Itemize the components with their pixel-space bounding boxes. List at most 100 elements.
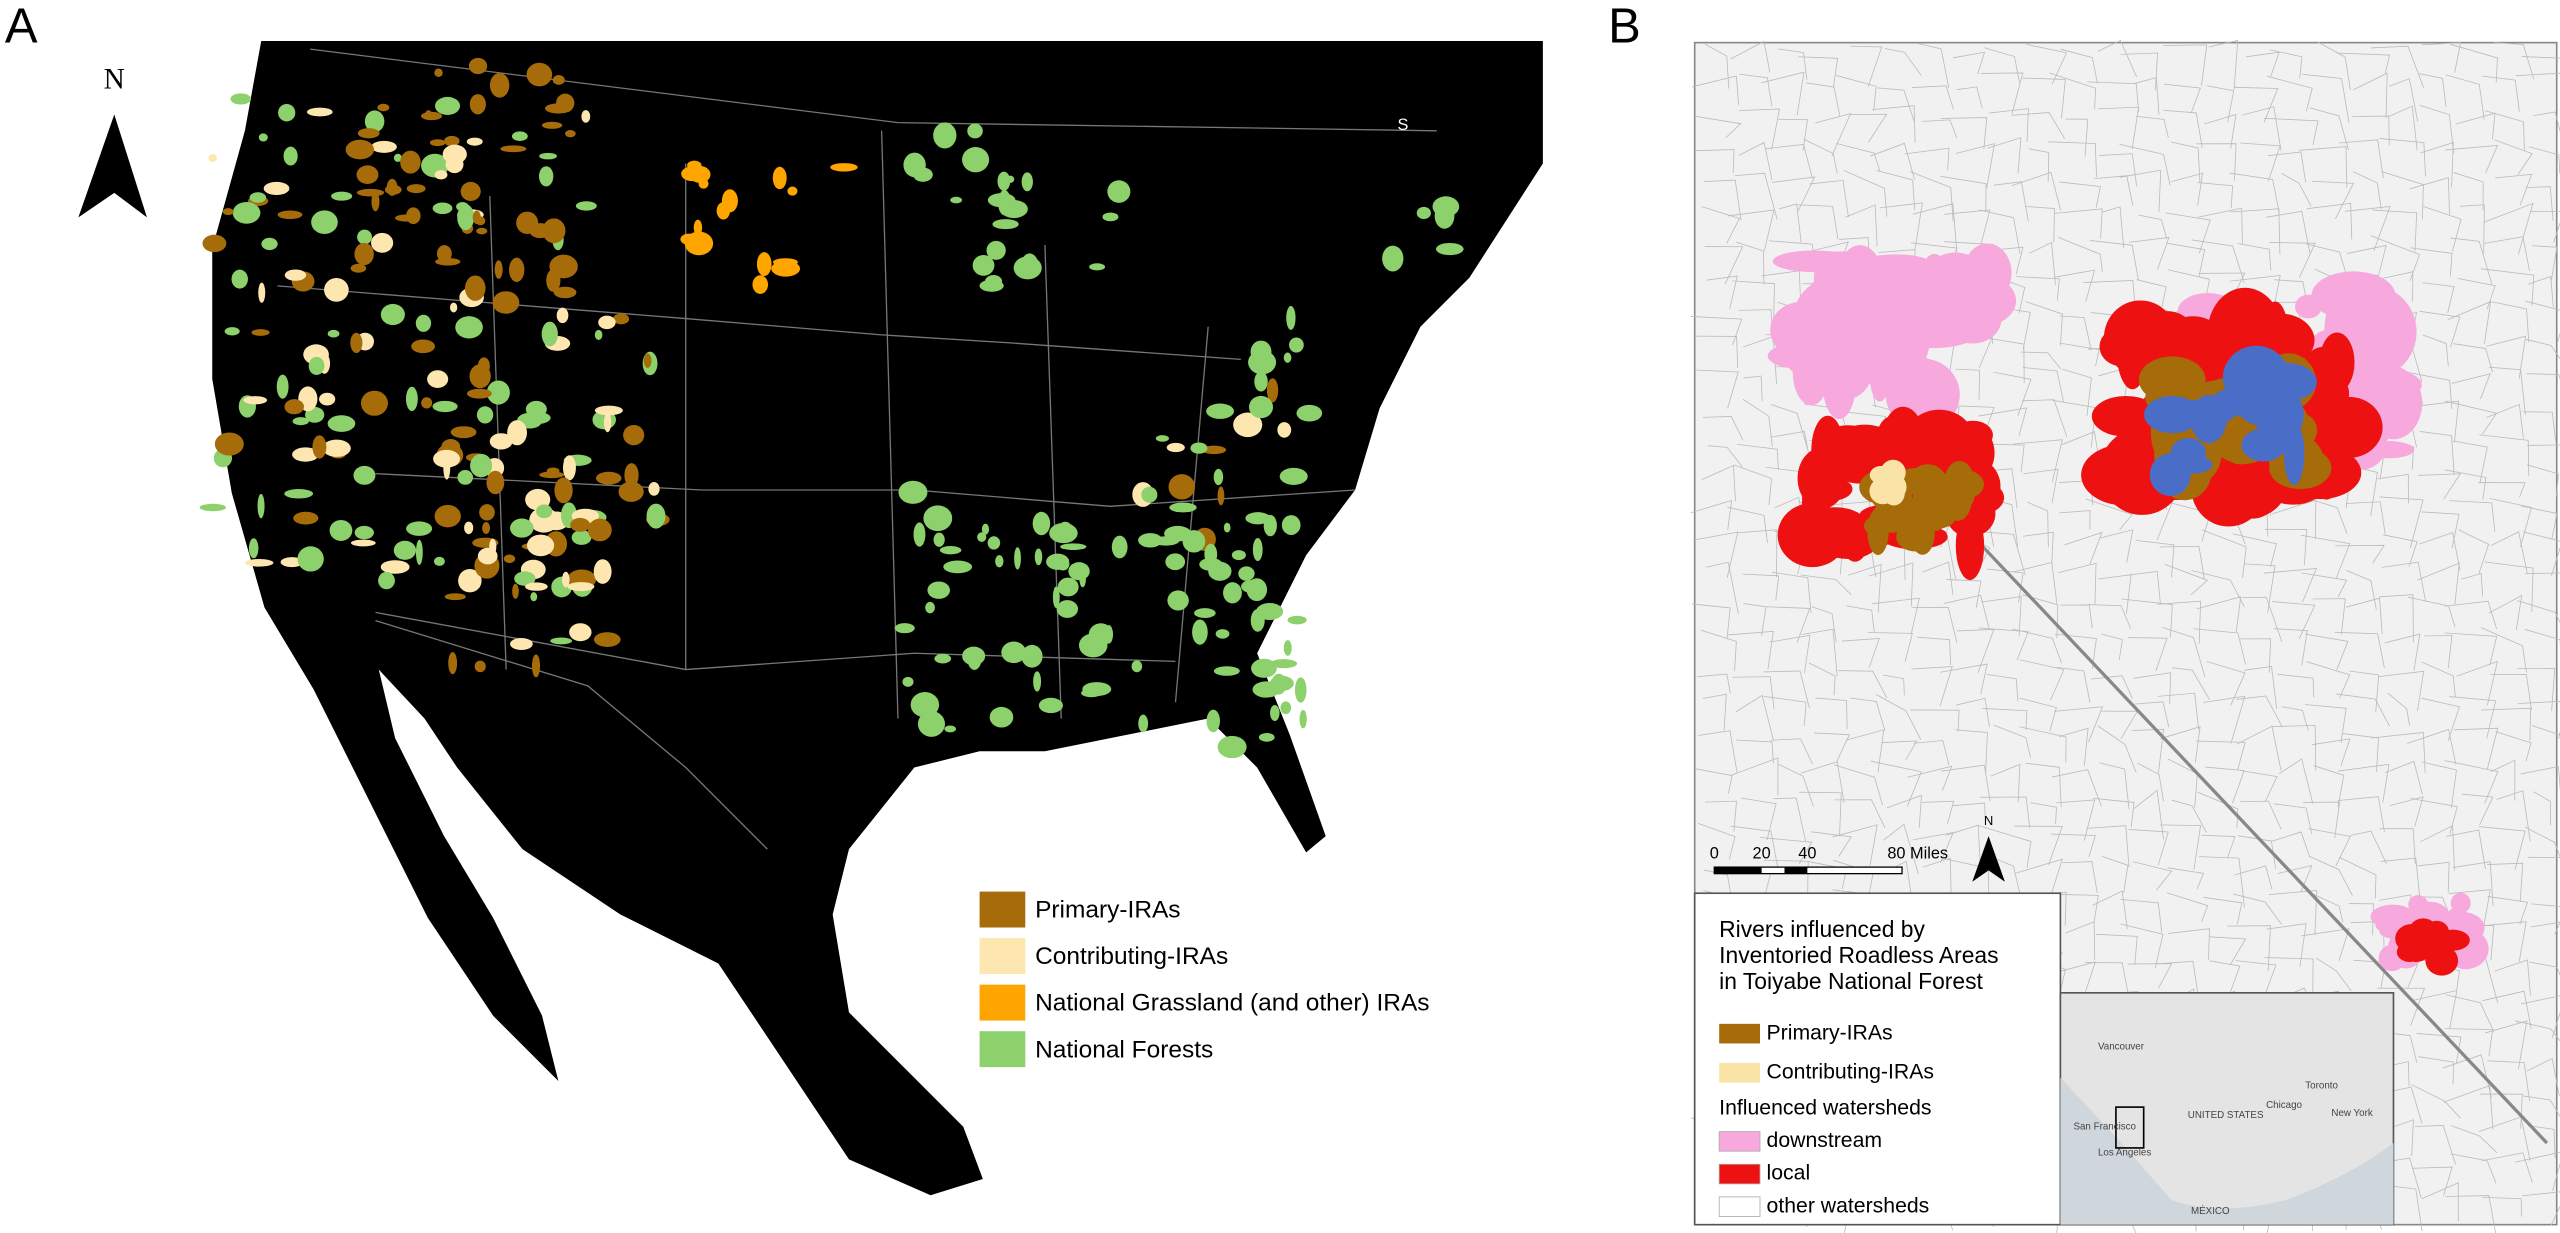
patch	[569, 623, 592, 642]
patch	[1432, 196, 1460, 217]
watershed-outline	[2135, 539, 2175, 578]
patch	[322, 439, 351, 457]
watershed-outline	[1813, 732, 1851, 762]
watershed-outline	[2055, 799, 2096, 841]
watershed-outline	[2022, 367, 2065, 403]
patch	[1269, 675, 1294, 691]
watershed-outline	[1833, 764, 1883, 806]
watershed-outline	[1727, 209, 1775, 251]
patch	[297, 546, 324, 572]
patch	[681, 166, 704, 182]
watershed-outline	[2312, 180, 2355, 220]
patch	[448, 652, 458, 675]
watershed-outline	[2444, 1028, 2494, 1057]
patch	[830, 163, 858, 172]
patch	[432, 400, 458, 413]
watershed-outline	[1955, 729, 1988, 774]
patch	[284, 269, 307, 281]
watershed-outline	[2209, 960, 2241, 998]
watershed-outline	[2201, 529, 2247, 578]
watershed-outline	[1773, 797, 1806, 842]
watershed-outline	[2308, 828, 2351, 867]
watershed-outline	[2490, 674, 2532, 711]
patch	[2252, 362, 2317, 402]
watershed-outline	[2025, 301, 2063, 346]
watershed-outline	[2490, 531, 2528, 573]
watershed-outline	[2452, 440, 2488, 484]
watershed-outline	[1952, 51, 1986, 75]
watershed-outline	[2281, 173, 2312, 207]
watershed-outline	[2237, 243, 2272, 271]
watershed-outline	[2444, 469, 2487, 500]
watershed-outline	[1705, 800, 1737, 832]
watershed-outline	[2485, 1020, 2528, 1070]
patch	[1102, 212, 1119, 222]
patch	[1057, 577, 1079, 597]
watershed-outline	[2531, 725, 2560, 736]
patch	[612, 313, 630, 325]
watershed-outline	[2453, 172, 2484, 211]
watershed-outline	[1696, 149, 1735, 174]
watershed-outline	[1805, 82, 1841, 117]
watershed-outline	[1982, 708, 2028, 730]
watershed-outline	[1876, 170, 1916, 211]
legend-swatch	[979, 1031, 1026, 1068]
watershed-outline	[1704, 179, 1742, 221]
watershed-outline	[2308, 855, 2353, 896]
watershed-outline	[1797, 204, 1839, 240]
watershed-outline	[1946, 579, 1982, 608]
patch	[1416, 206, 1431, 220]
watershed-outline	[2442, 1054, 2492, 1098]
patch	[251, 329, 270, 336]
patch	[998, 189, 1011, 216]
patch	[1296, 404, 1323, 422]
patch	[434, 68, 443, 78]
watershed-outline	[1832, 824, 1878, 866]
watershed-outline	[2235, 960, 2277, 999]
watershed-outline	[2196, 596, 2242, 633]
watershed-outline	[2171, 141, 2201, 183]
watershed-outline	[2453, 343, 2493, 373]
patch	[489, 72, 510, 98]
watershed-outline	[2528, 275, 2554, 308]
watershed-outline	[2160, 726, 2201, 763]
patch	[1215, 629, 1230, 639]
watershed-outline	[2301, 572, 2348, 598]
watershed-outline	[2059, 181, 2101, 208]
panel-label: B	[1608, 0, 1641, 53]
patch	[476, 227, 488, 235]
patch	[1287, 615, 1307, 625]
patch	[556, 307, 569, 324]
watershed-outline	[2485, 110, 2525, 151]
patch	[507, 420, 528, 446]
watershed-outline	[2265, 210, 2311, 254]
watershed-outline	[2054, 208, 2103, 239]
patch	[406, 521, 433, 536]
watershed-outline	[2349, 670, 2380, 712]
patch	[331, 191, 353, 201]
patch	[552, 75, 565, 85]
watershed-outline	[2514, 1151, 2560, 1191]
watershed-outline	[1872, 105, 1916, 143]
watershed-outline	[1836, 143, 1881, 172]
watershed-outline	[1738, 141, 1773, 181]
watershed-outline	[2419, 310, 2461, 348]
watershed-outline	[2093, 797, 2135, 827]
watershed-outline	[1692, 531, 1739, 578]
patch	[350, 263, 367, 273]
patch	[987, 536, 1001, 550]
patch	[1194, 608, 1216, 619]
watershed-outline	[2281, 706, 2309, 731]
watershed-outline	[1763, 695, 1807, 727]
patch	[1907, 490, 1953, 533]
patch	[292, 417, 309, 426]
watershed-outline	[2300, 534, 2351, 579]
watershed-outline	[2420, 824, 2455, 871]
watershed-outline	[2421, 661, 2456, 698]
patch	[354, 242, 374, 266]
patch	[1963, 243, 2012, 303]
watershed-outline	[1886, 794, 1922, 828]
patch	[470, 453, 493, 478]
watershed-outline	[1917, 43, 1950, 89]
inset-label: San Francisco	[2073, 1121, 2136, 1132]
